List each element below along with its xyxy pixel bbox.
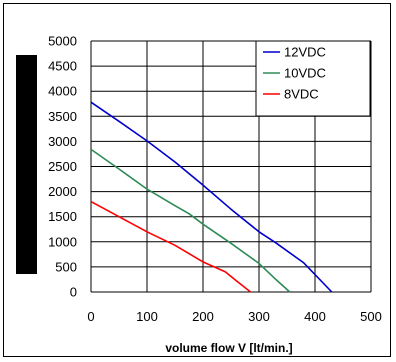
x-tick-label: 200 (192, 309, 214, 324)
x-tick-label: 100 (136, 309, 158, 324)
y-tick-label: 1500 (48, 209, 77, 224)
x-axis-label: volume flow V [lt/min.] (165, 341, 292, 355)
y-tick-label: 5000 (48, 34, 77, 49)
y-tick-label: 0 (70, 285, 77, 300)
y-tick-label: 3000 (48, 134, 77, 149)
legend-label: 12VDC (284, 45, 326, 60)
x-tick-label: 300 (248, 309, 270, 324)
y-axis-label-redaction (16, 55, 37, 274)
x-tick-label: 0 (87, 309, 94, 324)
series-line (90, 200, 252, 293)
y-tick-label: 2500 (48, 159, 77, 174)
x-tick-label: 500 (360, 309, 382, 324)
tick-labels: 0500100015002000250030003500400045005000… (48, 34, 382, 325)
x-tick-label: 400 (304, 309, 326, 324)
legend-box (255, 40, 371, 117)
y-tick-label: 4500 (48, 59, 77, 74)
series-line (90, 148, 291, 293)
y-tick-label: 2000 (48, 184, 77, 199)
y-tick-label: 1000 (48, 234, 77, 249)
series-line (90, 101, 333, 293)
legend-label: 10VDC (284, 66, 326, 81)
y-tick-label: 4000 (48, 84, 77, 99)
series-lines (90, 101, 333, 293)
y-tick-label: 3500 (48, 109, 77, 124)
legend: 12VDC 10VDC 8VDC (255, 40, 371, 117)
legend-label: 8VDC (284, 87, 319, 102)
y-tick-label: 500 (55, 259, 77, 274)
